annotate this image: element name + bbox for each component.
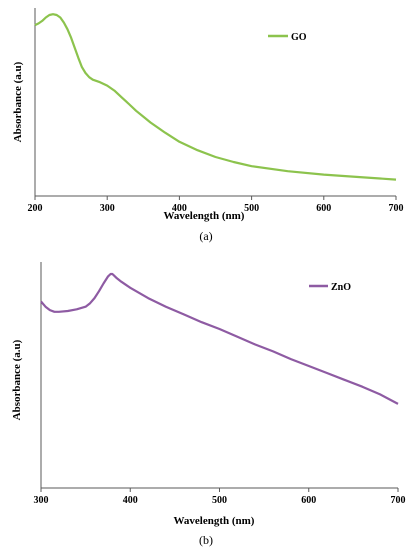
panel-b-zno-line	[40, 272, 399, 405]
panel-a-caption: (a)	[199, 229, 212, 243]
panel-a-x-axis-title: Wavelength (nm)	[164, 210, 245, 222]
panel-a: 200 300 400 500 600 700 GO Wavelength (nm) Ab…	[12, 8, 404, 243]
panel-b-caption: (b)	[199, 533, 213, 547]
panel-b-legend-label: ZnO	[331, 282, 351, 293]
panel-a-ticks: 200 300 400 500 600 700	[28, 196, 404, 214]
panel-b-x-tick-label-700: 700	[391, 495, 406, 506]
panel-a-x-tick-label-500: 500	[244, 203, 259, 214]
panel-a-x-tick-label-400: 400	[172, 203, 187, 214]
panel-b-x-axis-title: Wavelength (nm)	[174, 515, 255, 527]
panel-b-x-tick-label-300: 300	[34, 495, 49, 506]
panel-b-ticks: 300 400 500 600 700	[34, 488, 406, 506]
panel-b-x-tick-label-600: 600	[301, 495, 316, 506]
panel-b-x-tick-label-400: 400	[123, 495, 138, 506]
panel-a-x-tick-label-600: 600	[316, 203, 331, 214]
panel-a-x-tick-label-300: 300	[100, 203, 115, 214]
panel-a-y-axis-title: Absorbance (a.u)	[12, 61, 24, 142]
panel-b-y-axis-title: Absorbance (a.u)	[11, 339, 23, 420]
panel-a-legend-label: GO	[291, 32, 307, 43]
panel-a-x-tick-label-200: 200	[28, 203, 43, 214]
panel-a-go-line	[34, 13, 397, 181]
panel-b-x-tick-label-500: 500	[212, 495, 227, 506]
panel-b: 300 400 500 600 700 ZnO Wavelength (nm) Abso…	[11, 262, 406, 547]
panel-a-x-tick-label-700: 700	[389, 203, 404, 214]
